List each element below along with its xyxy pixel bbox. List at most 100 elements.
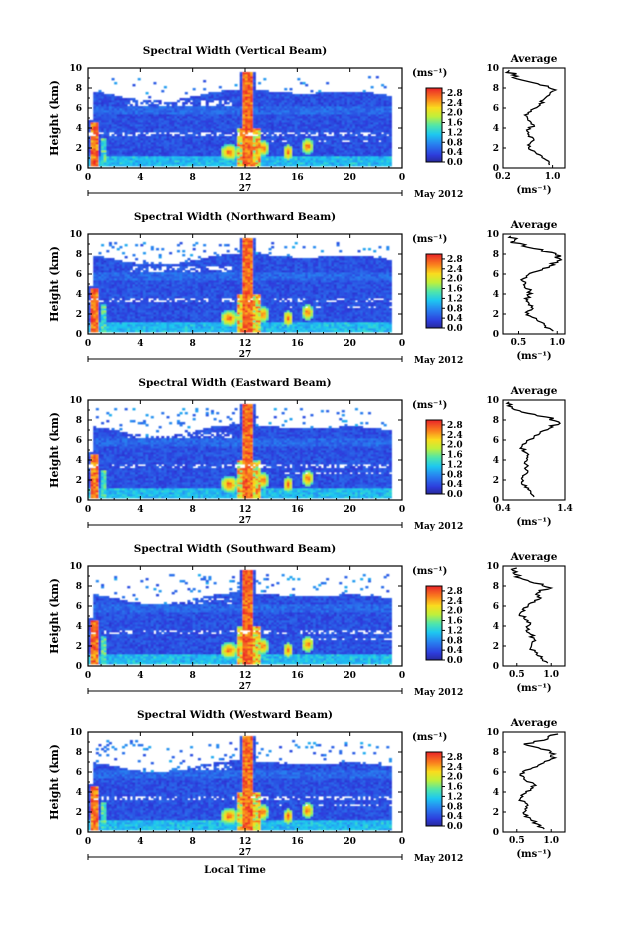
heatmap-cell [205, 114, 209, 117]
heatmap-cell [114, 146, 118, 149]
heatmap-cell [294, 124, 298, 127]
heatmap-cell [142, 302, 146, 305]
heatmap-cell [221, 90, 225, 93]
heatmap-cell [239, 112, 243, 115]
heatmap-cell [210, 118, 214, 121]
heatmap-cell [326, 158, 330, 161]
heatmap-cell [247, 148, 251, 151]
heatmap-cell [124, 136, 128, 139]
heatmap-cell [281, 124, 285, 127]
heatmap-cell [265, 128, 269, 131]
heatmap-cell [114, 328, 118, 331]
heatmap-cell [116, 124, 120, 127]
heatmap-cell [187, 164, 191, 167]
heatmap-cell [184, 122, 188, 125]
heatmap-cell [360, 164, 364, 167]
heatmap-cell [263, 118, 267, 121]
heatmap-cell [279, 146, 283, 149]
heatmap-cell [247, 72, 251, 75]
heatmap-cell [203, 112, 207, 115]
heatmap-cell [192, 104, 196, 107]
heatmap-cell [101, 110, 105, 113]
heatmap-cell [284, 94, 288, 97]
heatmap-cell [108, 154, 112, 157]
heatmap-cell [239, 98, 243, 101]
heatmap-cell [381, 102, 385, 105]
heatmap-cell [221, 94, 225, 97]
heatmap-cell [258, 94, 262, 97]
heatmap-cell [383, 134, 387, 137]
heatmap-cell [245, 150, 249, 153]
heatmap-cell [237, 108, 241, 111]
heatmap-cell [271, 160, 275, 163]
heatmap-cell [297, 128, 301, 131]
heatmap-cell [137, 136, 141, 139]
heatmap-cell [378, 152, 382, 155]
heatmap-cell [135, 288, 139, 291]
heatmap-cell [106, 292, 110, 295]
heatmap-cell [218, 96, 222, 99]
heatmap-cell [93, 278, 97, 281]
heatmap-cell [347, 124, 351, 127]
heatmap-cell [190, 134, 194, 137]
heatmap-cell [370, 158, 374, 161]
heatmap-cell [203, 114, 207, 117]
heatmap-cell [179, 136, 183, 139]
heatmap-cell [210, 132, 214, 135]
heatmap-cell [297, 104, 301, 107]
heatmap-cell [197, 164, 201, 167]
heatmap-cell [142, 116, 146, 119]
heatmap-cell [294, 120, 298, 123]
heatmap-cell [294, 164, 298, 167]
heatmap-cell [101, 288, 105, 291]
heatmap-cell [203, 146, 207, 149]
heatmap-cell [326, 112, 330, 115]
heatmap-cell [234, 150, 238, 153]
heatmap-cell [132, 158, 136, 161]
heatmap-cell [237, 116, 241, 119]
heatmap-cell [216, 120, 220, 123]
heatmap-cell [307, 106, 311, 109]
heatmap-cell [208, 136, 212, 139]
heatmap-cell [341, 106, 345, 109]
heatmap-cell [386, 98, 390, 101]
heatmap-cell [258, 120, 262, 123]
heatmap-cell [106, 134, 110, 137]
heatmap-cell [142, 156, 146, 159]
heatmap-cell [114, 264, 118, 267]
heatmap-cell [260, 128, 264, 131]
heatmap-cell [315, 154, 319, 157]
heatmap-cell [229, 152, 233, 155]
heatmap-cell [383, 136, 387, 139]
heatmap-cell [116, 130, 120, 133]
heatmap-cell [310, 122, 314, 125]
heatmap-cell [135, 316, 139, 319]
heatmap-cell [210, 106, 214, 109]
heatmap-cell [127, 312, 131, 315]
heatmap-cell [179, 128, 183, 131]
heatmap-cell [354, 114, 358, 117]
heatmap-cell [383, 108, 387, 111]
heatmap-cell [323, 100, 327, 103]
colorbar-segment [426, 150, 442, 153]
heatmap-cell [307, 146, 311, 149]
heatmap-cell [203, 144, 207, 147]
heatmap-cell [347, 118, 351, 121]
heatmap-cell [305, 132, 309, 135]
heatmap-cell [124, 244, 128, 247]
heatmap-cell [349, 100, 353, 103]
heatmap-cell [114, 302, 118, 305]
heatmap-cell [158, 164, 162, 167]
heatmap-cell [231, 124, 235, 127]
heatmap-cell [140, 146, 144, 149]
heatmap-cell [360, 106, 364, 109]
heatmap-cell [145, 152, 149, 155]
heatmap-cell [247, 116, 251, 119]
heatmap-cell [101, 104, 105, 107]
heatmap-cell [302, 158, 306, 161]
heatmap-cell [289, 94, 293, 97]
heatmap-cell [383, 132, 387, 135]
heatmap-cell [93, 300, 97, 303]
heatmap-cell [242, 106, 246, 109]
